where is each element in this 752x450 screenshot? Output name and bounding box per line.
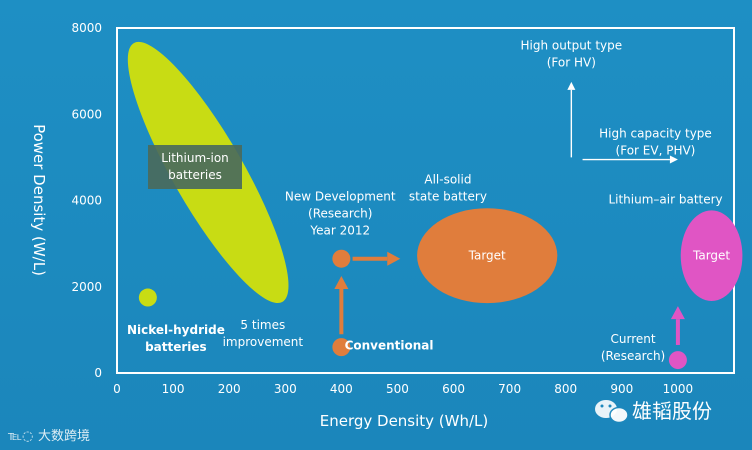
conventional-point: [332, 338, 351, 357]
x-tick-label: 100: [162, 382, 185, 396]
x-axis-title: Energy Density (Wh/L): [320, 412, 489, 430]
development-arrow-head: [387, 251, 401, 266]
current-research-label: Current: [610, 332, 655, 346]
all-solid-state-label: state battery: [409, 189, 487, 203]
output-axis-arrow-head: [567, 81, 576, 90]
current-research-label: (Research): [601, 349, 665, 363]
high-output-label: (For HV): [547, 56, 596, 70]
lithium-ion-label: Lithium-ion: [161, 151, 229, 165]
x-tick-label: 700: [498, 382, 521, 396]
site-watermark-text: 大数跨境: [38, 429, 90, 444]
x-tick-label: 300: [274, 382, 297, 396]
nickel-hydride-point: [138, 288, 157, 307]
y-tick-label: 2000: [71, 280, 102, 294]
nickel-hydride-label: Nickel-hydride: [127, 323, 225, 337]
x-tick-label: 0: [113, 382, 121, 396]
y-tick-label: 6000: [71, 107, 102, 121]
improvement-arrow: [334, 275, 349, 335]
development-arrow: [352, 251, 401, 266]
lithium-air-target-label: Target: [692, 249, 730, 263]
all-solid-state-label: All-solid: [424, 172, 471, 186]
wechat-icon: [595, 400, 629, 424]
y-axis-title: Power Density (W/L): [30, 124, 48, 276]
all-solid-state-target: [417, 208, 558, 304]
lithium-air-target: [680, 210, 743, 301]
brand-watermark-text: 雄韬股份: [632, 399, 712, 423]
x-tick-label: 500: [386, 382, 409, 396]
current-research-point: [668, 351, 687, 370]
capacity-axis-arrow-head: [669, 155, 678, 164]
five-times-label: improvement: [223, 335, 304, 349]
x-tick-label: 1000: [663, 382, 694, 396]
x-tick-label: 200: [218, 382, 241, 396]
y-tick-label: 0: [94, 366, 102, 380]
plot-frame: [116, 27, 735, 374]
svg-text:℡◌: ℡◌: [7, 429, 33, 444]
five-times-label: 5 times: [240, 318, 285, 332]
nickel-hydride-label: batteries: [145, 340, 207, 354]
high-capacity-label: High capacity type: [599, 127, 712, 141]
lithium-air-label: Lithium–air battery: [608, 193, 722, 207]
improvement-arrow-head: [334, 275, 349, 289]
capacity-axis-arrow: [582, 155, 678, 164]
new-development-label: (Research): [308, 207, 372, 221]
new-development-label: New Development: [285, 190, 396, 204]
x-tick-label: 400: [330, 382, 353, 396]
site-watermark: ℡◌ 大数跨境: [7, 429, 90, 444]
output-axis-arrow: [567, 81, 576, 158]
all-solid-state-target-label: Target: [468, 249, 506, 263]
y-tick-label: 4000: [71, 194, 102, 208]
high-output-label: High output type: [521, 39, 623, 53]
new-development-label: Year 2012: [309, 224, 370, 238]
lithium-ion-label-box: [148, 145, 242, 189]
high-capacity-label: (For EV, PHV): [616, 144, 696, 158]
brand-watermark: 雄韬股份: [595, 399, 712, 424]
lithium-ion-label: batteries: [168, 168, 222, 182]
y-tick-label: 8000: [71, 21, 102, 35]
lithium-air-arrow: [670, 306, 685, 345]
lithium-air-arrow-head: [670, 306, 685, 320]
conventional-label: Conventional: [345, 338, 434, 352]
x-tick-label: 800: [554, 382, 577, 396]
x-tick-label: 600: [442, 382, 465, 396]
new-development-point: [332, 249, 351, 268]
x-tick-label: 900: [610, 382, 633, 396]
